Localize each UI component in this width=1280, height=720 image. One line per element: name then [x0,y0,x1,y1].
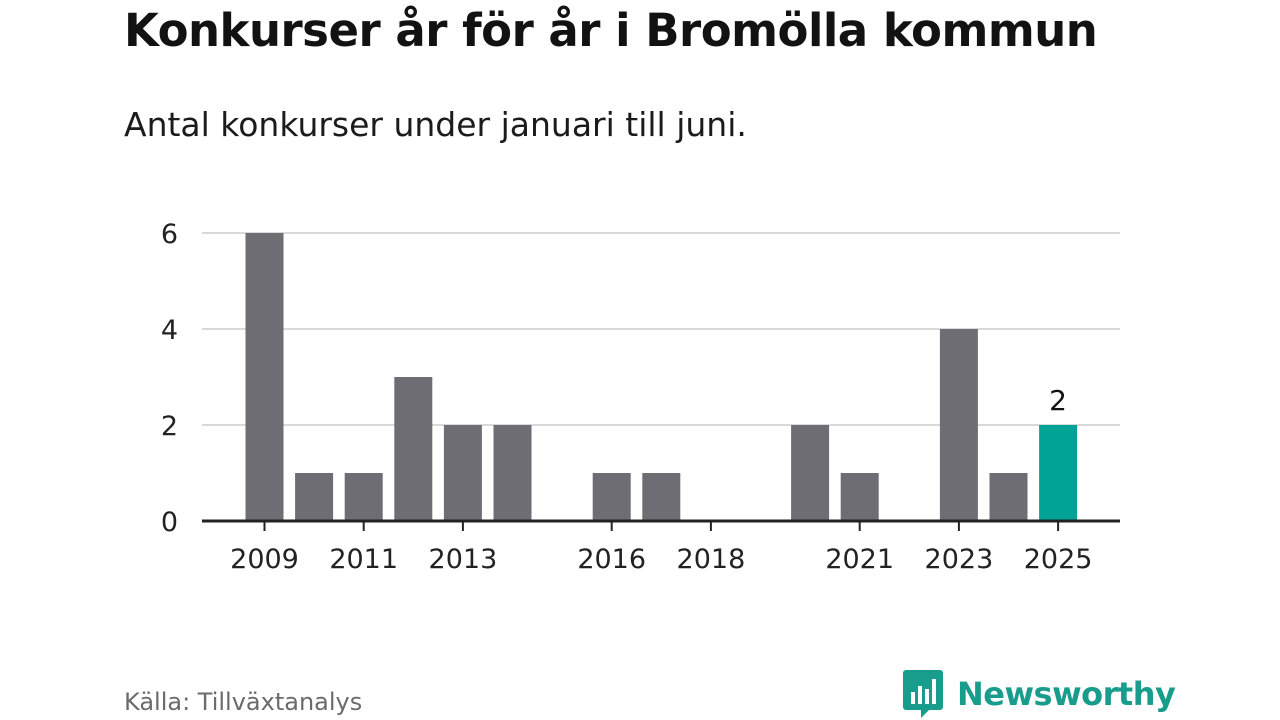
x-tick-label: 2018 [677,544,746,575]
bar-2013 [443,425,482,521]
x-tick-label: 2021 [825,544,894,575]
bar-2010 [295,473,334,521]
bar-2020 [791,425,830,521]
brand-logo-lockup: Newsworthy [903,670,1176,718]
bar-2023 [939,329,978,521]
bar-2011 [344,473,383,521]
x-axis-ticks: 2009 2011 2013 2016 2018 2021 2023 2025 [230,521,1092,575]
bar-2021 [840,473,879,521]
y-tick-label: 4 [161,315,178,346]
x-tick-label: 2013 [429,544,498,575]
data-labels: 2 [1049,384,1067,417]
x-tick-label: 2023 [925,544,994,575]
bar-2016 [592,473,631,521]
y-tick-label: 2 [161,411,178,442]
bar-2009 [245,233,284,521]
bar-chart-speech-bubble-icon [903,670,943,718]
y-tick-label: 0 [161,507,178,538]
y-tick-label: 6 [161,219,178,250]
bars [245,233,1078,521]
bar-2014 [493,425,532,521]
bar-2025 [1039,425,1078,521]
x-tick-label: 2016 [577,544,646,575]
x-tick-label: 2011 [329,544,398,575]
chart-subtitle: Antal konkurser under januari till juni. [124,105,747,144]
bar-2017 [642,473,681,521]
data-label: 2 [1049,384,1067,417]
brand-name: Newsworthy [957,675,1176,713]
gridlines [202,232,1120,426]
bar-2012 [394,377,433,521]
bar-2024 [989,473,1028,521]
x-tick-label: 2009 [230,544,299,575]
chart-title: Konkurser år för år i Bromölla kommun [124,4,1098,57]
source-note: Källa: Tillväxtanalys [124,688,363,716]
y-axis-ticks: 0 2 4 6 [161,219,178,538]
x-tick-label: 2025 [1024,544,1093,575]
